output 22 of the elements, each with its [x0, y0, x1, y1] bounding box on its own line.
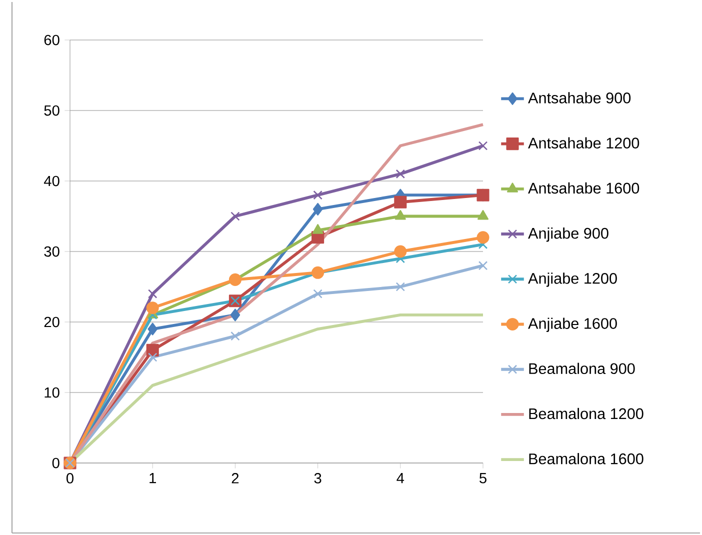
- legend-label: Anjiabe 1600: [528, 318, 617, 332]
- y-tick-label: 40: [44, 176, 60, 186]
- legend-label: Beamalona 1200: [529, 408, 644, 420]
- legend-label: Anjiabe 900: [528, 227, 608, 242]
- legend-label: Anjiabe 1200: [528, 272, 617, 287]
- x-tick-label: 0: [66, 473, 74, 484]
- y-tick-label: 20: [44, 316, 60, 328]
- y-tick-label: 50: [44, 105, 60, 116]
- y-tick-label: 60: [44, 34, 60, 46]
- x-tick-label: 1: [150, 473, 156, 484]
- legend-label: Antsahabe 900: [528, 92, 631, 104]
- y-tick-label: 0: [52, 458, 60, 468]
- y-tick-label: 30: [44, 246, 60, 257]
- x-tick-label: 2: [232, 473, 239, 484]
- legend-label: Antsahabe 1600: [528, 182, 640, 194]
- legend-label: Beamalona 900: [529, 362, 635, 374]
- x-tick-label: 5: [480, 473, 486, 484]
- legend-label: Antsahabe 1200: [528, 137, 640, 148]
- legend-label: Beamalona 1600: [529, 453, 644, 464]
- y-tick-label: 10: [44, 387, 60, 398]
- x-tick-label: 3: [314, 473, 322, 484]
- x-tick-label: 4: [396, 473, 404, 484]
